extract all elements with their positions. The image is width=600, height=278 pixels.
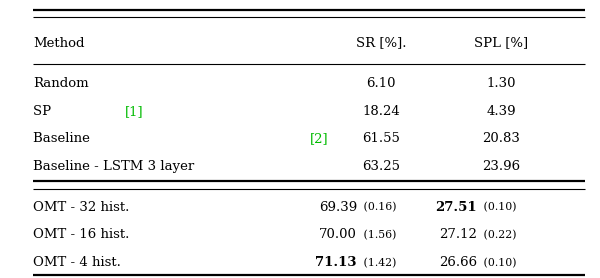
Text: OMT - 4 hist.: OMT - 4 hist. — [33, 256, 121, 269]
Text: Method: Method — [33, 37, 85, 49]
Text: 20.83: 20.83 — [482, 133, 520, 145]
Text: 61.55: 61.55 — [362, 133, 400, 145]
Text: (1.42): (1.42) — [360, 257, 397, 268]
Text: (0.10): (0.10) — [480, 202, 517, 212]
Text: (0.16): (0.16) — [360, 202, 397, 212]
Text: 1.30: 1.30 — [486, 77, 516, 90]
Text: OMT - 32 hist.: OMT - 32 hist. — [33, 201, 130, 214]
Text: 23.96: 23.96 — [482, 160, 520, 173]
Text: 26.66: 26.66 — [439, 256, 477, 269]
Text: OMT - 16 hist.: OMT - 16 hist. — [33, 229, 130, 241]
Text: Baseline - LSTM 3 layer [2]: Baseline - LSTM 3 layer [2] — [33, 160, 217, 173]
Text: (1.56): (1.56) — [360, 230, 397, 240]
Text: 4.39: 4.39 — [486, 105, 516, 118]
Text: 69.39: 69.39 — [319, 201, 357, 214]
Text: 6.10: 6.10 — [366, 77, 396, 90]
Text: 70.00: 70.00 — [319, 229, 357, 241]
Text: Random: Random — [33, 77, 89, 90]
Text: [1]: [1] — [125, 105, 144, 118]
Text: Baseline: Baseline — [33, 133, 94, 145]
Text: 63.25: 63.25 — [362, 160, 400, 173]
Text: SR [%].: SR [%]. — [356, 37, 406, 49]
Text: Baseline - LSTM 3 layer: Baseline - LSTM 3 layer — [33, 160, 199, 173]
Text: 27.51: 27.51 — [436, 201, 477, 214]
Text: 71.13: 71.13 — [316, 256, 357, 269]
Text: SP [1]: SP [1] — [33, 105, 74, 118]
Text: 27.12: 27.12 — [439, 229, 477, 241]
Text: SP: SP — [33, 105, 55, 118]
Text: (0.22): (0.22) — [480, 230, 517, 240]
Text: 18.24: 18.24 — [362, 105, 400, 118]
Text: SPL [%]: SPL [%] — [474, 37, 528, 49]
Text: Baseline [2]: Baseline [2] — [33, 133, 113, 145]
Text: (0.10): (0.10) — [480, 257, 517, 268]
Text: [2]: [2] — [310, 133, 329, 145]
